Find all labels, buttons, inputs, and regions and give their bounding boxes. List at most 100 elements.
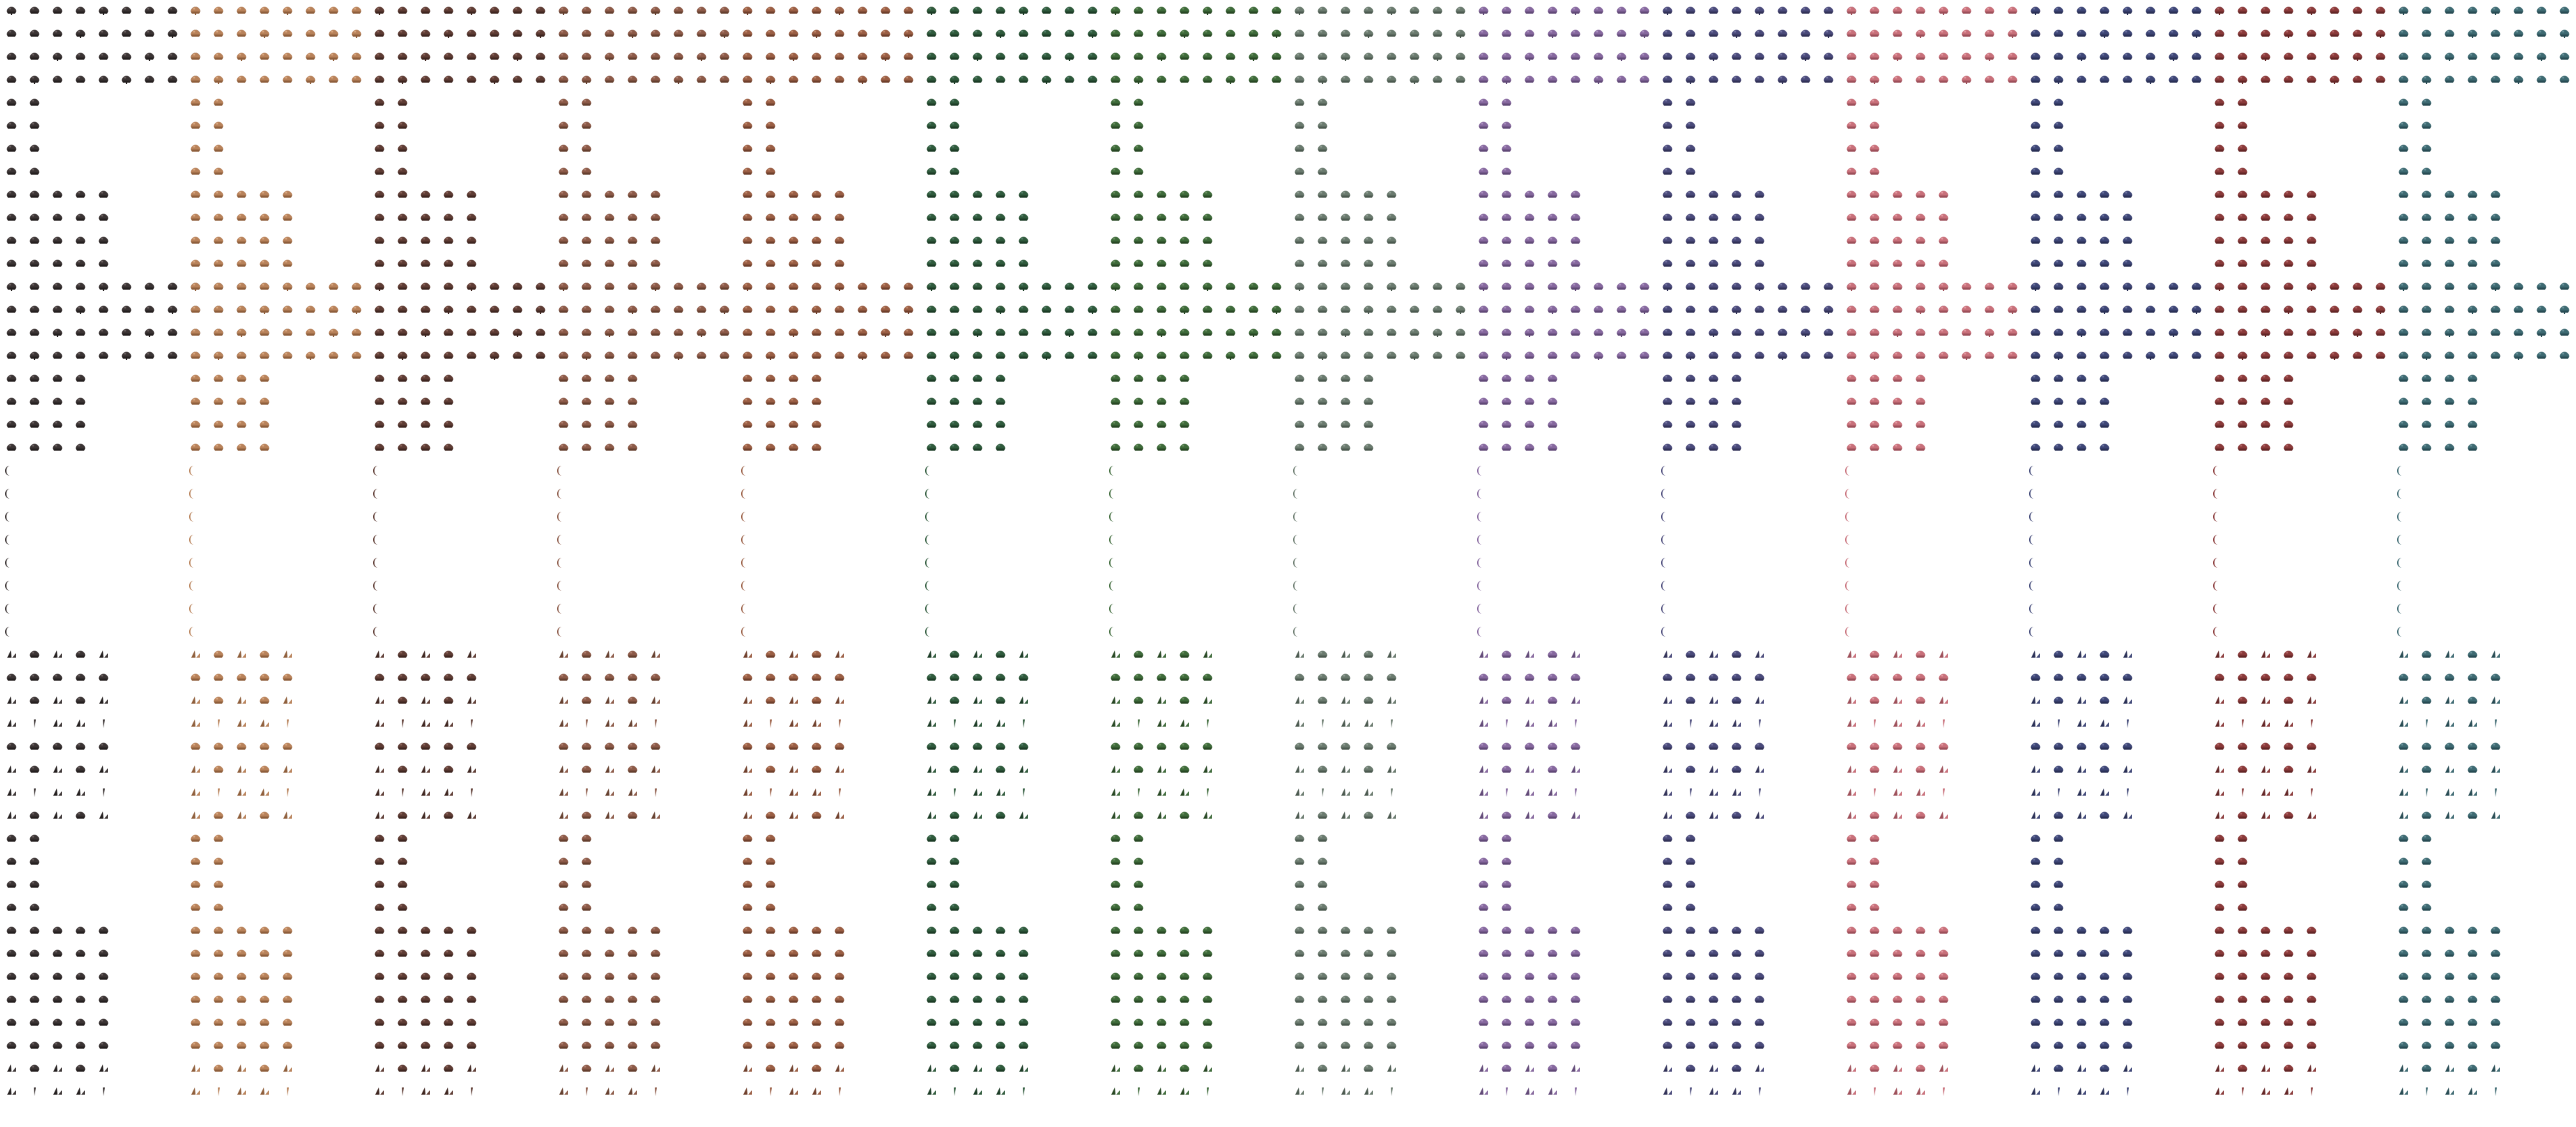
- sprite-frame: [213, 52, 224, 60]
- sprite-frame: [75, 1018, 86, 1026]
- sprite-frame: [6, 972, 17, 980]
- sprite-frame: [6, 213, 17, 221]
- sprite-frame: [29, 6, 40, 14]
- sprite-frame: [420, 742, 431, 750]
- sprite-frame: [328, 6, 339, 14]
- sprite-frame: [52, 397, 63, 405]
- sprite-frame: [259, 696, 270, 704]
- sprite-frame: [218, 719, 220, 728]
- sprite-frame: [604, 259, 615, 267]
- sprite-frame: [53, 1087, 62, 1095]
- sprite-frame: [213, 972, 224, 980]
- sprite-frame: [236, 6, 247, 14]
- sprite-frame: [489, 328, 500, 336]
- sprite-frame: [6, 1018, 17, 1026]
- sprite-frame: [75, 742, 86, 750]
- sprite-frame: [557, 466, 562, 476]
- sprite-frame: [471, 719, 473, 728]
- sprite-frame: [167, 29, 178, 38]
- sprite-frame: [5, 466, 10, 476]
- sprite-frame: [190, 926, 201, 934]
- sprite-frame: [673, 351, 684, 360]
- sprite-frame: [696, 305, 707, 313]
- sprite-frame: [213, 397, 224, 405]
- sprite-frame: [420, 949, 431, 957]
- sprite-frame: [557, 558, 562, 568]
- sprite-frame: [7, 696, 16, 704]
- sprite-frame: [213, 443, 224, 451]
- sprite-frame: [673, 6, 684, 14]
- sprite-frame: [283, 1064, 292, 1072]
- sprite-frame: [604, 190, 615, 198]
- sprite-frame: [673, 52, 684, 60]
- sprite-frame: [190, 374, 201, 382]
- sprite-frame: [167, 75, 178, 83]
- sprite-frame: [259, 742, 270, 750]
- sprite-frame: [144, 351, 155, 359]
- sprite-frame: [627, 374, 638, 382]
- sprite-frame: [627, 397, 638, 405]
- sprite-frame: [627, 213, 638, 221]
- sprite-frame: [52, 926, 63, 934]
- sprite-frame: [190, 282, 201, 291]
- sprite-frame: [29, 397, 40, 405]
- sprite-frame: [443, 650, 454, 658]
- sprite-frame: [558, 443, 569, 451]
- sprite-frame: [374, 144, 385, 152]
- sprite-frame: [282, 926, 293, 934]
- sprite-frame: [581, 696, 592, 704]
- sprite-frame: [604, 374, 615, 382]
- sprite-frame: [719, 351, 730, 359]
- sprite-frame: [75, 213, 86, 221]
- sprite-frame: [328, 52, 339, 61]
- sprite-frame: [397, 75, 408, 84]
- sprite-frame: [29, 351, 40, 360]
- sprite-frame: [236, 949, 247, 957]
- sprite-frame: [420, 995, 431, 1003]
- sprite-frame: [75, 926, 86, 934]
- sprite-frame: [98, 52, 109, 60]
- sprite-frame: [190, 972, 201, 980]
- sprite-frame: [218, 1087, 220, 1096]
- sprite-frame: [420, 397, 431, 405]
- sprite-frame: [6, 282, 17, 291]
- sprite-frame: [420, 75, 431, 83]
- sprite-frame: [259, 52, 270, 60]
- sprite-frame: [34, 1087, 36, 1096]
- sprite-frame: [75, 305, 86, 314]
- sprite-frame: [604, 75, 615, 83]
- sprite-frame: [535, 282, 546, 290]
- sprite-frame: [605, 650, 614, 658]
- sprite-frame: [651, 650, 660, 658]
- sprite-frame: [466, 351, 477, 359]
- sprite-frame: [189, 535, 194, 545]
- sprite-frame: [558, 282, 569, 291]
- sprite-frame: [52, 374, 63, 382]
- sprite-frame: [627, 351, 638, 359]
- sprite-frame: [190, 857, 201, 865]
- sprite-frame: [282, 742, 293, 750]
- sprite-frame: [5, 489, 10, 499]
- sprite-frame: [305, 29, 316, 37]
- sprite-frame: [558, 190, 569, 198]
- sprite-frame: [259, 995, 270, 1003]
- sprite-frame: [443, 742, 454, 750]
- sprite-frame: [190, 259, 201, 267]
- sprite-frame: [75, 696, 86, 704]
- sprite-frame: [213, 213, 224, 221]
- sprite-frame: [328, 75, 339, 83]
- sprite-frame: [466, 1018, 477, 1026]
- sprite-frame: [489, 282, 500, 290]
- sprite-frame: [581, 236, 592, 244]
- sprite-frame: [673, 75, 684, 84]
- sprite-frame: [471, 788, 473, 797]
- sprite-frame: [213, 190, 224, 198]
- sprite-frame: [213, 305, 224, 313]
- sprite-frame: [420, 1041, 431, 1049]
- sprite-frame: [581, 52, 592, 60]
- sprite-frame: [512, 282, 523, 290]
- sprite-frame: [397, 834, 408, 842]
- sprite-frame: [190, 6, 201, 15]
- sprite-frame: [6, 673, 17, 681]
- sprite-frame: [397, 1018, 408, 1026]
